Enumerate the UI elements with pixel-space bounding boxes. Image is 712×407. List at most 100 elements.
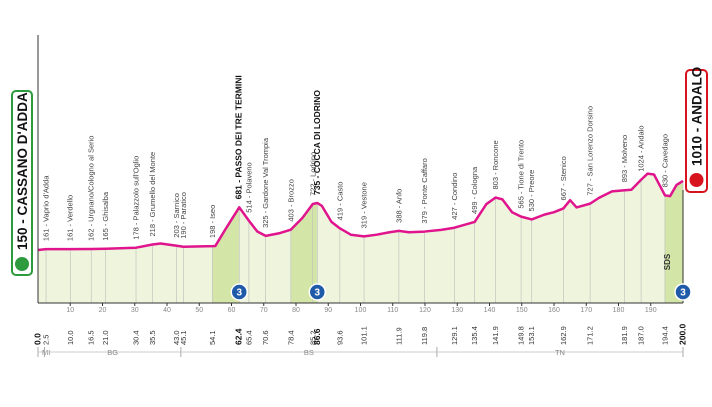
waypoint-km: 45.1 (179, 330, 188, 345)
waypoint-km: 200.0 (678, 323, 688, 345)
waypoint-km: 141.9 (491, 326, 500, 345)
waypoint-label: 893 - Molveno (620, 135, 629, 183)
x-tick-label: 120 (419, 307, 431, 314)
x-tick-label: 70 (260, 307, 268, 314)
region-label: BG (107, 348, 118, 357)
waypoint-label: 565 - Tione di Trento (517, 140, 526, 209)
waypoint-label: 198 - Iseo (208, 205, 217, 238)
waypoint-km: 10.0 (66, 330, 75, 345)
waypoint-km: 194.4 (660, 326, 669, 345)
waypoint-km: 129.1 (450, 326, 459, 345)
waypoint-km: 86.6 (312, 328, 322, 345)
x-tick-label: 10 (66, 307, 74, 314)
waypoint-label: 165 - Ghisalba (101, 191, 110, 241)
x-tick-label: 190 (645, 307, 657, 314)
waypoint-label: 403 - Brozzo (286, 179, 295, 222)
label-box (685, 69, 708, 193)
x-tick-label: 140 (484, 307, 496, 314)
waypoint-km: 171.2 (586, 326, 595, 345)
x-tick-label: 40 (163, 307, 171, 314)
waypoint-label: 162 - Urgnano/Cologno al Serio (87, 136, 96, 241)
waypoint-label: 803 - Roncone (491, 140, 500, 189)
waypoint-km: 70.6 (261, 330, 270, 345)
waypoint-label: 388 - Anfo (394, 189, 403, 223)
annotation: SDS (663, 253, 672, 270)
profile-area (38, 173, 683, 303)
waypoint-km: 111.9 (394, 327, 403, 345)
waypoint-label: 499 - Cologna (470, 166, 479, 214)
waypoint-km: 43.0 (172, 330, 181, 345)
waypoint-km: 16.5 (87, 330, 96, 345)
waypoint-km: 21.0 (101, 330, 110, 345)
waypoint-km: 149.8 (517, 326, 526, 345)
label-box (11, 90, 33, 276)
waypoint-label: 530 - Preore (527, 170, 536, 212)
waypoint-label: 419 - Casto (335, 182, 344, 221)
waypoint-label: 161 - Verdello (66, 195, 75, 241)
waypoint-label: 514 - Polaveno (244, 162, 253, 212)
waypoint-km: 54.1 (208, 330, 217, 345)
waypoint-km: 35.5 (148, 330, 157, 345)
region-label: TN (555, 348, 565, 357)
x-tick-label: 30 (131, 307, 139, 314)
waypoint-km: 187.0 (637, 326, 646, 345)
x-tick-label: 170 (580, 307, 592, 314)
profile-line (37, 172, 684, 252)
waypoint-km: 93.6 (335, 330, 344, 345)
climb-area (664, 180, 683, 303)
region-label: BS (304, 348, 314, 357)
x-tick-label: 20 (99, 307, 107, 314)
waypoint-km: 62.4 (234, 328, 244, 345)
x-tick-label: 60 (228, 307, 236, 314)
waypoint-label: 379 - Ponte Caffaro (420, 158, 429, 223)
waypoint-km: 0.0 (33, 333, 43, 345)
waypoint-label: 203 - Sarnico (172, 193, 181, 238)
label-box-icon (15, 257, 29, 271)
waypoint-label: 1024 - Andalo (637, 125, 646, 171)
x-tick-label: 50 (195, 307, 203, 314)
waypoint-label: 325 - Gardone Val Trompia (261, 137, 270, 228)
x-tick-label: 80 (292, 307, 300, 314)
waypoint-km: 65.4 (244, 330, 253, 345)
waypoint-label: 667 - Stenico (559, 156, 568, 200)
waypoint-label: 190 - Paratico (179, 192, 188, 239)
waypoint-label: 319 - Vestone (360, 182, 369, 228)
label-box-text: 150 - CASSANO D'ADDA (15, 92, 30, 250)
climb-category: 3 (236, 288, 242, 299)
x-tick-label: 90 (324, 307, 332, 314)
x-tick-label: 110 (387, 307, 398, 314)
climb-category: 3 (315, 288, 321, 299)
climb-area (212, 207, 240, 303)
waypoint-label: 218 - Grumello del Monte (148, 152, 157, 237)
waypoint-km: 78.4 (286, 330, 295, 345)
waypoint-label: 727 - San Lorenzo Dorsino (586, 106, 595, 196)
waypoint-label: 681 - PASSO DEI TRE TERMINI (234, 75, 244, 199)
x-tick-label: 130 (451, 307, 463, 314)
waypoint-km: 162.9 (559, 326, 568, 345)
waypoint-label: 735 - COCCA DI LODRINO (312, 90, 322, 195)
climb-badge (230, 283, 248, 301)
waypoint-km: 85.2 (308, 330, 317, 345)
x-tick-label: 180 (613, 307, 625, 314)
x-tick-label: 150 (516, 307, 528, 314)
waypoint-km: 153.1 (527, 326, 536, 345)
waypoint-km: 101.1 (360, 326, 369, 345)
waypoint-label: 161 - Vaprio d'Adda (42, 175, 51, 241)
climb-category: 3 (680, 288, 686, 299)
waypoint-km: 2.5 (42, 335, 51, 345)
waypoint-km: 119.8 (420, 327, 429, 345)
waypoint-label: 830 - Cavedago (660, 134, 669, 187)
climb-badge (308, 283, 327, 301)
waypoint-km: 181.9 (620, 326, 629, 345)
label-box-icon (689, 173, 704, 187)
x-tick-label: 160 (548, 307, 560, 314)
climb-area (290, 202, 318, 303)
label-box-text: 1010 - ANDALO (690, 67, 705, 166)
waypoint-km: 30.4 (132, 330, 141, 345)
climb-badge (674, 283, 692, 301)
waypoint-km: 135.4 (470, 326, 479, 345)
waypoint-label: 722 - Lodrino (308, 152, 317, 196)
x-tick-label: 100 (355, 307, 367, 314)
waypoint-label: 178 - Palazzolo sull'Oglio (132, 156, 141, 240)
